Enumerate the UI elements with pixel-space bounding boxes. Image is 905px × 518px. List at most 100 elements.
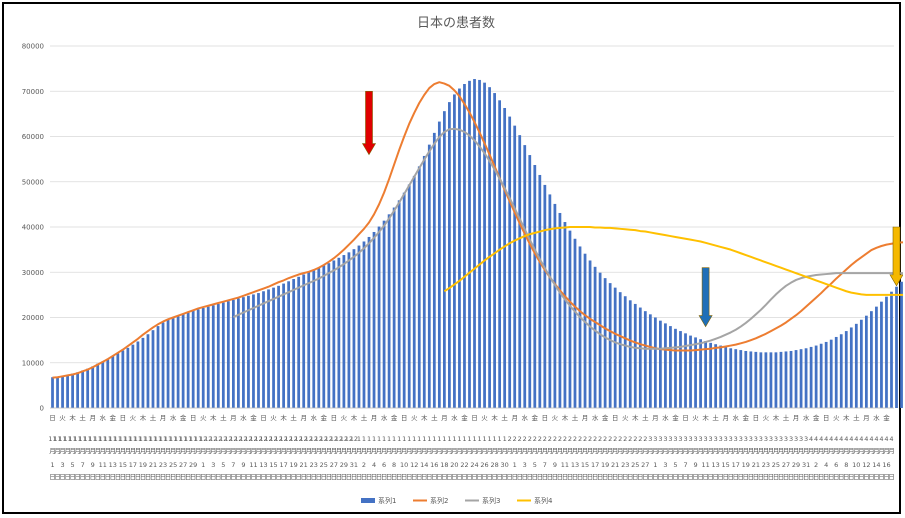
- x-tick-label: 12: [315, 435, 323, 443]
- x-tick-label: 日: [190, 473, 197, 481]
- x-tick-label: 日: [657, 473, 664, 481]
- x-tick-label: 月: [722, 447, 729, 455]
- x-tick-label: 17: [732, 461, 740, 469]
- x-tick-label: 月: [381, 447, 388, 455]
- x-tick-label: 12: [284, 435, 292, 443]
- x-tick-label: 日: [49, 414, 56, 422]
- bar: [437, 121, 441, 408]
- x-tick-label: 月: [250, 447, 257, 455]
- x-tick-label: 日: [260, 414, 267, 422]
- x-tick-label: 金: [672, 413, 679, 422]
- x-tick-label: 2: [598, 435, 602, 443]
- x-tick-label: 月: [170, 447, 177, 455]
- x-tick-label: 1: [498, 435, 502, 443]
- x-tick-label: 日: [727, 473, 734, 481]
- bar: [709, 342, 713, 408]
- bar: [513, 125, 517, 408]
- x-tick-label: 月: [717, 447, 724, 455]
- x-tick-label: 水: [662, 413, 669, 422]
- x-tick-label: 21: [149, 461, 157, 469]
- x-tick-label: 11: [184, 435, 192, 443]
- x-tick-label: 金: [532, 413, 539, 422]
- x-tick-label: 月: [441, 447, 448, 455]
- x-tick-label: 12: [330, 435, 338, 443]
- x-tick-label: 3: [744, 435, 748, 443]
- x-tick-label: 3: [754, 435, 758, 443]
- x-tick-label: 日: [346, 473, 353, 481]
- bar: [814, 345, 818, 408]
- gridlines: [50, 45, 894, 409]
- bar: [593, 266, 597, 408]
- bar: [628, 300, 632, 408]
- x-tick-label: 8: [392, 461, 396, 469]
- bar: [131, 344, 135, 408]
- bar: [161, 322, 165, 408]
- annotation-arrow: [889, 226, 903, 287]
- x-tick-label: 日: [130, 473, 137, 481]
- x-tick-label: 月: [225, 447, 232, 455]
- x-tick-label: 10: [400, 461, 408, 469]
- x-tick-label: 日: [175, 473, 182, 481]
- x-tick-label: 9: [241, 461, 245, 469]
- x-tick-label: 月: [582, 447, 589, 455]
- bar: [759, 352, 763, 408]
- bar: [653, 317, 657, 408]
- x-tick-label: 日: [215, 473, 222, 481]
- x-tick-label: 月: [49, 447, 56, 455]
- bar: [799, 349, 803, 408]
- x-tick-label: 4: [372, 461, 376, 469]
- x-tick-label: 月: [74, 447, 81, 455]
- x-tick-label: 日: [361, 473, 368, 481]
- x-tick-label: 11: [129, 435, 137, 443]
- x-tick-label: 2: [628, 435, 632, 443]
- bar: [558, 212, 562, 408]
- y-tick-label: 20000: [22, 314, 44, 322]
- x-tick-label: 月: [441, 414, 448, 422]
- x-tick-label: 日: [878, 473, 885, 481]
- bar: [347, 252, 351, 408]
- x-tick-label: 1: [50, 461, 54, 469]
- x-tick-label: 日: [748, 473, 755, 481]
- bar: [382, 220, 386, 408]
- x-tick-label: 日: [290, 473, 297, 481]
- legend-label: 系列2: [430, 496, 448, 505]
- x-tick-label: 日: [697, 473, 704, 481]
- bar: [362, 241, 366, 408]
- x-tick-label: 16: [430, 461, 438, 469]
- x-tick-label: 1: [402, 435, 406, 443]
- x-tick-label: 月: [627, 447, 634, 455]
- x-tick-label: 火: [59, 414, 66, 422]
- x-tick-label: 1: [377, 435, 381, 443]
- x-tick-label: 1: [427, 435, 431, 443]
- x-tick-label: 月: [331, 447, 338, 455]
- bar: [427, 144, 431, 408]
- x-tick-label: 月: [501, 447, 508, 455]
- x-tick-label: 日: [100, 473, 107, 481]
- bar: [166, 319, 170, 408]
- bar: [493, 93, 496, 408]
- bar: [317, 267, 321, 408]
- bar: [779, 351, 783, 408]
- x-tick-label: 月: [130, 447, 137, 455]
- x-tick-label: 6: [382, 461, 386, 469]
- bar: [277, 285, 280, 408]
- x-tick-label: 28: [490, 461, 498, 469]
- x-tick-label: 月: [300, 414, 307, 422]
- bar: [417, 166, 421, 408]
- x-tick-label: 13: [571, 461, 579, 469]
- x-tick-label: 月: [175, 447, 182, 455]
- x-tick-label: 月: [260, 447, 267, 455]
- bar: [407, 184, 411, 408]
- x-tick-label: 4: [874, 435, 878, 443]
- x-tick-label: 火: [622, 414, 629, 422]
- bar: [824, 341, 828, 408]
- bar: [839, 334, 843, 408]
- x-tick-label: 日: [165, 473, 172, 481]
- x-tick-label: 日: [557, 473, 564, 481]
- x-tick-label: 日: [793, 473, 800, 481]
- x-tick-label: 月: [336, 447, 343, 455]
- x-tick-label: 水: [381, 413, 388, 422]
- x-tick-label: 日: [607, 473, 614, 481]
- x-tick-label: 土: [642, 413, 649, 422]
- bar: [453, 94, 456, 408]
